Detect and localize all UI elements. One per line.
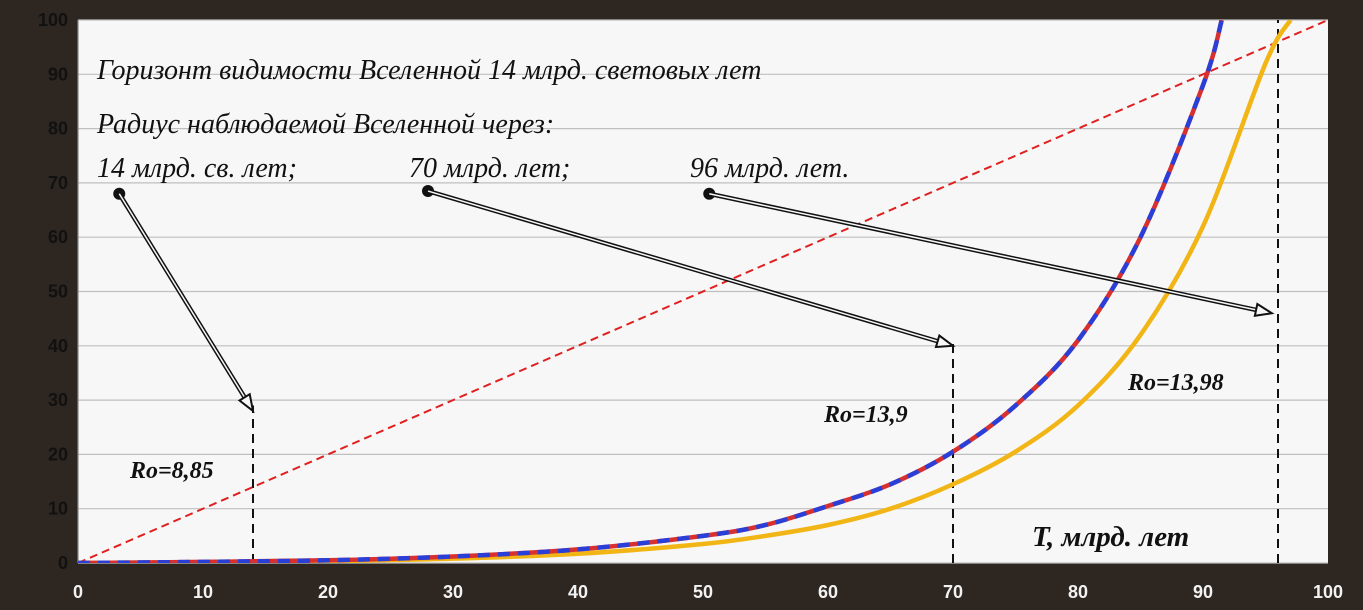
annotation-label-96: 96 млрд. лет. [690,153,849,184]
arrow-head-1 [237,392,255,414]
y-tick-label-10: 10 [48,499,68,519]
ro-label-2: Ro=13,9 [823,402,908,428]
arrow-shaft-core-2 [427,190,938,342]
series-line-blue-dash [78,20,1224,563]
x-axis-label: T, млрд. лет [1032,521,1189,553]
x-tick-label-100: 100 [1313,582,1343,602]
annotation-label-14: 14 млрд. св. лет; [97,153,297,184]
annotation-label-70: 70 млрд. лет; [409,153,570,184]
series-lines [78,20,1328,563]
x-tick-label-90: 90 [1193,582,1213,602]
y-tick-label-30: 30 [48,390,68,410]
y-tick-label-80: 80 [48,119,68,139]
annotation-radius-intro: Радиус наблюдаемой Вселенной через: [96,109,554,140]
ro-label-3: Ro=13,98 [1127,370,1224,396]
y-tick-label-70: 70 [48,173,68,193]
series-line-diagonal [78,20,1328,563]
x-tick-label-10: 10 [193,582,213,602]
y-tick-labels: 0 10 20 30 40 50 60 70 80 90 100 [38,10,68,573]
annotation-horizon: Горизонт видимости Вселенной 14 млрд. св… [96,55,761,86]
y-tick-label-0: 0 [58,553,68,573]
y-tick-label-50: 50 [48,282,68,302]
y-tick-label-60: 60 [48,227,68,247]
arrow-shaft-core-1 [118,193,246,398]
x-tick-label-70: 70 [943,582,963,602]
x-tick-label-20: 20 [318,582,338,602]
x-tick-label-40: 40 [568,582,588,602]
x-tick-label-60: 60 [818,582,838,602]
x-tick-label-80: 80 [1068,582,1088,602]
y-tick-label-100: 100 [38,10,68,30]
arrow-head-2 [934,333,956,349]
arrows [113,185,1275,414]
y-tick-label-20: 20 [48,444,68,464]
arrow-head-3 [1253,302,1275,317]
x-tick-label-50: 50 [693,582,713,602]
y-tick-label-40: 40 [48,336,68,356]
x-tick-label-0: 0 [73,582,83,602]
x-tick-labels: 0 10 20 30 40 50 60 70 80 90 100 [73,582,1343,602]
arrow-shaft-core-3 [709,193,1257,311]
x-tick-label-30: 30 [443,582,463,602]
gridlines [77,19,1328,564]
y-tick-label-90: 90 [48,64,68,84]
ro-label-1: Ro=8,85 [129,458,214,484]
